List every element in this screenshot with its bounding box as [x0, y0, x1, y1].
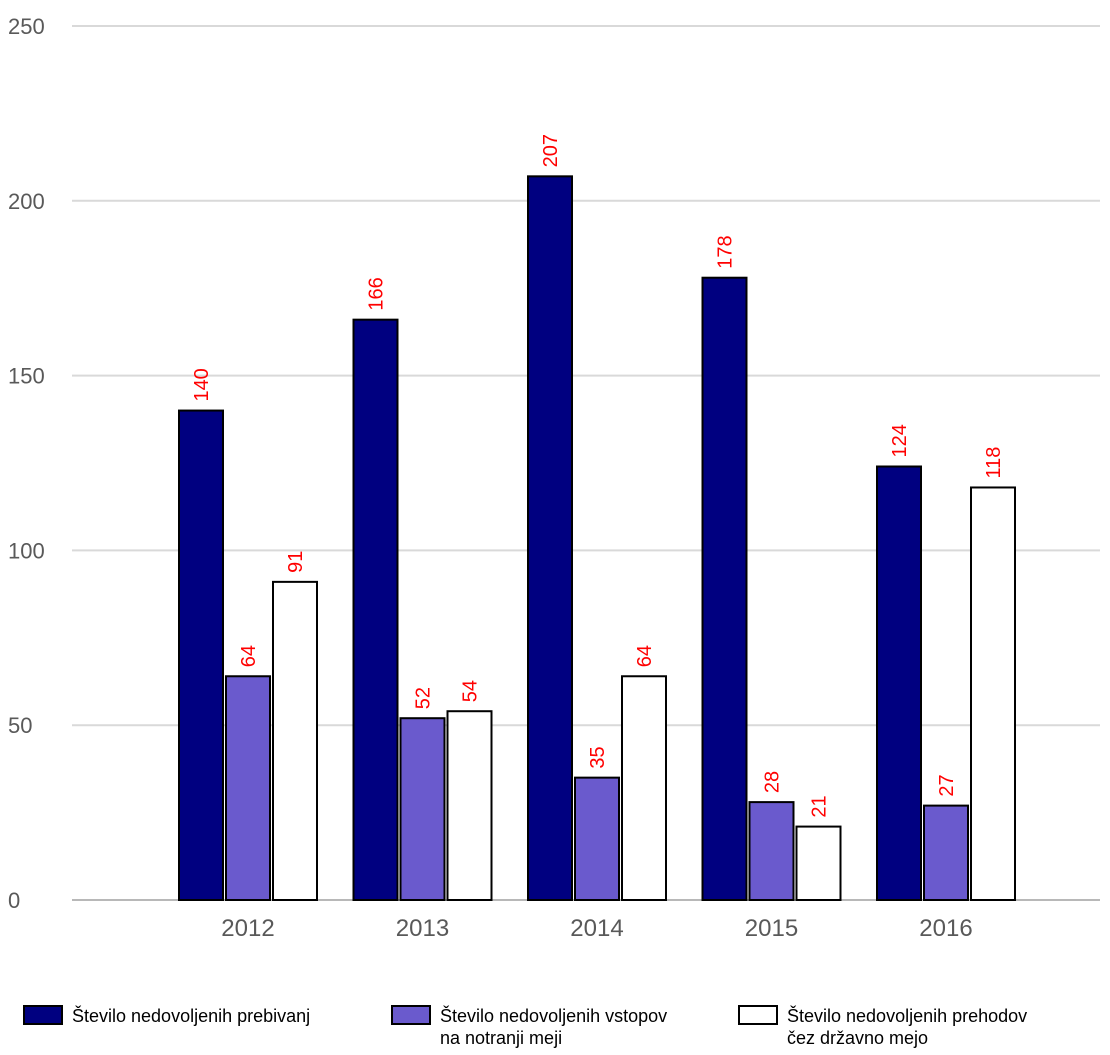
- legend-label: Število nedovoljenih vstopov na notranji …: [440, 1005, 667, 1048]
- y-axis-grid: 0 50 100 150 200 250: [8, 14, 1100, 913]
- legend-label: Število nedovoljenih prebivanj: [72, 1005, 310, 1026]
- y-tick-label: 200: [8, 189, 45, 214]
- legend: Število nedovoljenih prebivanj Število ne…: [23, 1005, 1027, 1048]
- data-label: 21: [809, 795, 831, 817]
- x-tick-label: 2012: [221, 915, 274, 942]
- legend-label-line: čez državno mejo: [787, 1028, 928, 1048]
- bar[interactable]: [701, 276, 748, 902]
- bar[interactable]: [923, 804, 969, 901]
- data-label: 64: [238, 645, 260, 667]
- bar[interactable]: [272, 580, 318, 901]
- data-label: 178: [715, 235, 737, 268]
- x-tick-label: 2014: [570, 915, 623, 942]
- bar[interactable]: [225, 675, 271, 901]
- x-tick-label: 2013: [396, 915, 449, 942]
- bar[interactable]: [876, 465, 922, 901]
- bar[interactable]: [574, 776, 620, 902]
- x-tick-label: 2016: [919, 915, 972, 942]
- legend-label-line: Število nedovoljenih prehodov: [787, 1005, 1027, 1026]
- legend-item[interactable]: Število nedovoljenih vstopov na notranji …: [391, 1005, 667, 1048]
- data-label: 124: [889, 424, 911, 457]
- bar[interactable]: [178, 409, 224, 901]
- legend-swatch: [738, 1005, 778, 1025]
- bar[interactable]: [748, 801, 795, 901]
- data-label: 207: [540, 134, 562, 167]
- bar[interactable]: [352, 318, 399, 901]
- data-label: 91: [285, 551, 307, 573]
- data-label: 54: [460, 680, 482, 702]
- bars: [178, 175, 1016, 902]
- data-label: 52: [413, 687, 435, 709]
- y-tick-label: 50: [8, 713, 32, 738]
- data-label: 166: [366, 277, 388, 310]
- legend-label: Število nedovoljenih prehodov čez državno…: [787, 1005, 1027, 1048]
- legend-swatch: [391, 1005, 431, 1025]
- legend-swatch: [23, 1005, 63, 1025]
- data-label: 27: [936, 774, 958, 796]
- bar[interactable]: [446, 710, 493, 901]
- legend-label-line: Število nedovoljenih vstopov: [440, 1005, 667, 1026]
- y-tick-label: 100: [8, 538, 45, 563]
- legend-label-line: na notranji meji: [440, 1028, 562, 1048]
- data-label: 140: [191, 368, 213, 401]
- bar[interactable]: [399, 717, 446, 902]
- x-tick-label: 2015: [745, 915, 798, 942]
- bar[interactable]: [970, 486, 1016, 901]
- data-label: 28: [762, 771, 784, 793]
- legend-item[interactable]: Število nedovoljenih prebivanj: [23, 1005, 310, 1026]
- bar[interactable]: [795, 825, 842, 901]
- data-labels: 140 64 91 166 52 54 207 35 64 178 28 21 124 27 118: [191, 134, 1005, 818]
- data-label: 64: [634, 645, 656, 667]
- y-tick-label: 0: [8, 888, 20, 913]
- legend-label-line: Število nedovoljenih prebivanj: [72, 1005, 310, 1026]
- y-tick-label: 150: [8, 364, 45, 389]
- legend-item[interactable]: Število nedovoljenih prehodov čez državno…: [738, 1005, 1027, 1048]
- x-axis-labels: 2012 2013 2014 2015 2016: [221, 915, 972, 942]
- y-tick-label: 250: [8, 14, 45, 39]
- data-label: 118: [983, 447, 1005, 479]
- bar[interactable]: [621, 675, 667, 901]
- data-label: 35: [587, 746, 609, 768]
- bar[interactable]: [527, 175, 573, 901]
